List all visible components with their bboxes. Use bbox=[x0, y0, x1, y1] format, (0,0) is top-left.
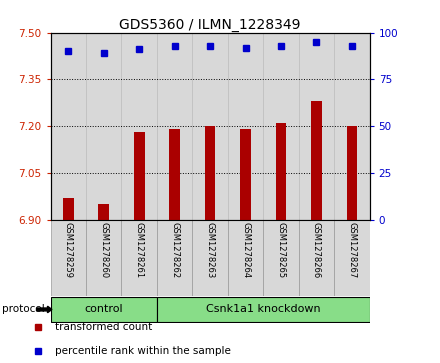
Text: transformed count: transformed count bbox=[55, 322, 152, 332]
Bar bbox=[121, 33, 157, 220]
Title: GDS5360 / ILMN_1228349: GDS5360 / ILMN_1228349 bbox=[119, 18, 301, 32]
Text: GSM1278260: GSM1278260 bbox=[99, 222, 108, 278]
Text: GSM1278262: GSM1278262 bbox=[170, 222, 179, 278]
Bar bbox=[347, 126, 357, 220]
Bar bbox=[205, 126, 216, 220]
Bar bbox=[121, 220, 157, 296]
Bar bbox=[51, 33, 86, 220]
Text: control: control bbox=[84, 304, 123, 314]
Text: GSM1278261: GSM1278261 bbox=[135, 222, 144, 278]
Bar bbox=[240, 129, 251, 220]
Bar bbox=[228, 33, 263, 220]
Bar bbox=[299, 220, 334, 296]
Bar bbox=[63, 198, 73, 220]
Text: GSM1278263: GSM1278263 bbox=[205, 222, 215, 278]
Text: GSM1278266: GSM1278266 bbox=[312, 222, 321, 278]
Text: GSM1278267: GSM1278267 bbox=[347, 222, 356, 278]
Bar bbox=[299, 33, 334, 220]
Bar bbox=[157, 33, 192, 220]
Bar bbox=[192, 220, 228, 296]
Bar bbox=[334, 33, 370, 220]
Text: GSM1278259: GSM1278259 bbox=[64, 222, 73, 278]
Bar bbox=[334, 220, 370, 296]
Bar bbox=[134, 132, 144, 220]
Bar bbox=[86, 33, 121, 220]
Text: Csnk1a1 knockdown: Csnk1a1 knockdown bbox=[206, 304, 321, 314]
Bar bbox=[51, 220, 86, 296]
Bar bbox=[51, 297, 157, 322]
Bar bbox=[263, 220, 299, 296]
Text: protocol: protocol bbox=[2, 305, 45, 314]
Bar bbox=[157, 220, 192, 296]
Text: GSM1278265: GSM1278265 bbox=[276, 222, 286, 278]
Bar bbox=[169, 129, 180, 220]
Bar bbox=[263, 33, 299, 220]
Bar bbox=[276, 123, 286, 220]
Bar bbox=[228, 220, 263, 296]
Bar bbox=[157, 297, 370, 322]
Bar bbox=[99, 204, 109, 220]
Bar bbox=[192, 33, 228, 220]
Text: percentile rank within the sample: percentile rank within the sample bbox=[55, 346, 231, 356]
Text: GSM1278264: GSM1278264 bbox=[241, 222, 250, 278]
Bar bbox=[311, 101, 322, 220]
Bar bbox=[86, 220, 121, 296]
